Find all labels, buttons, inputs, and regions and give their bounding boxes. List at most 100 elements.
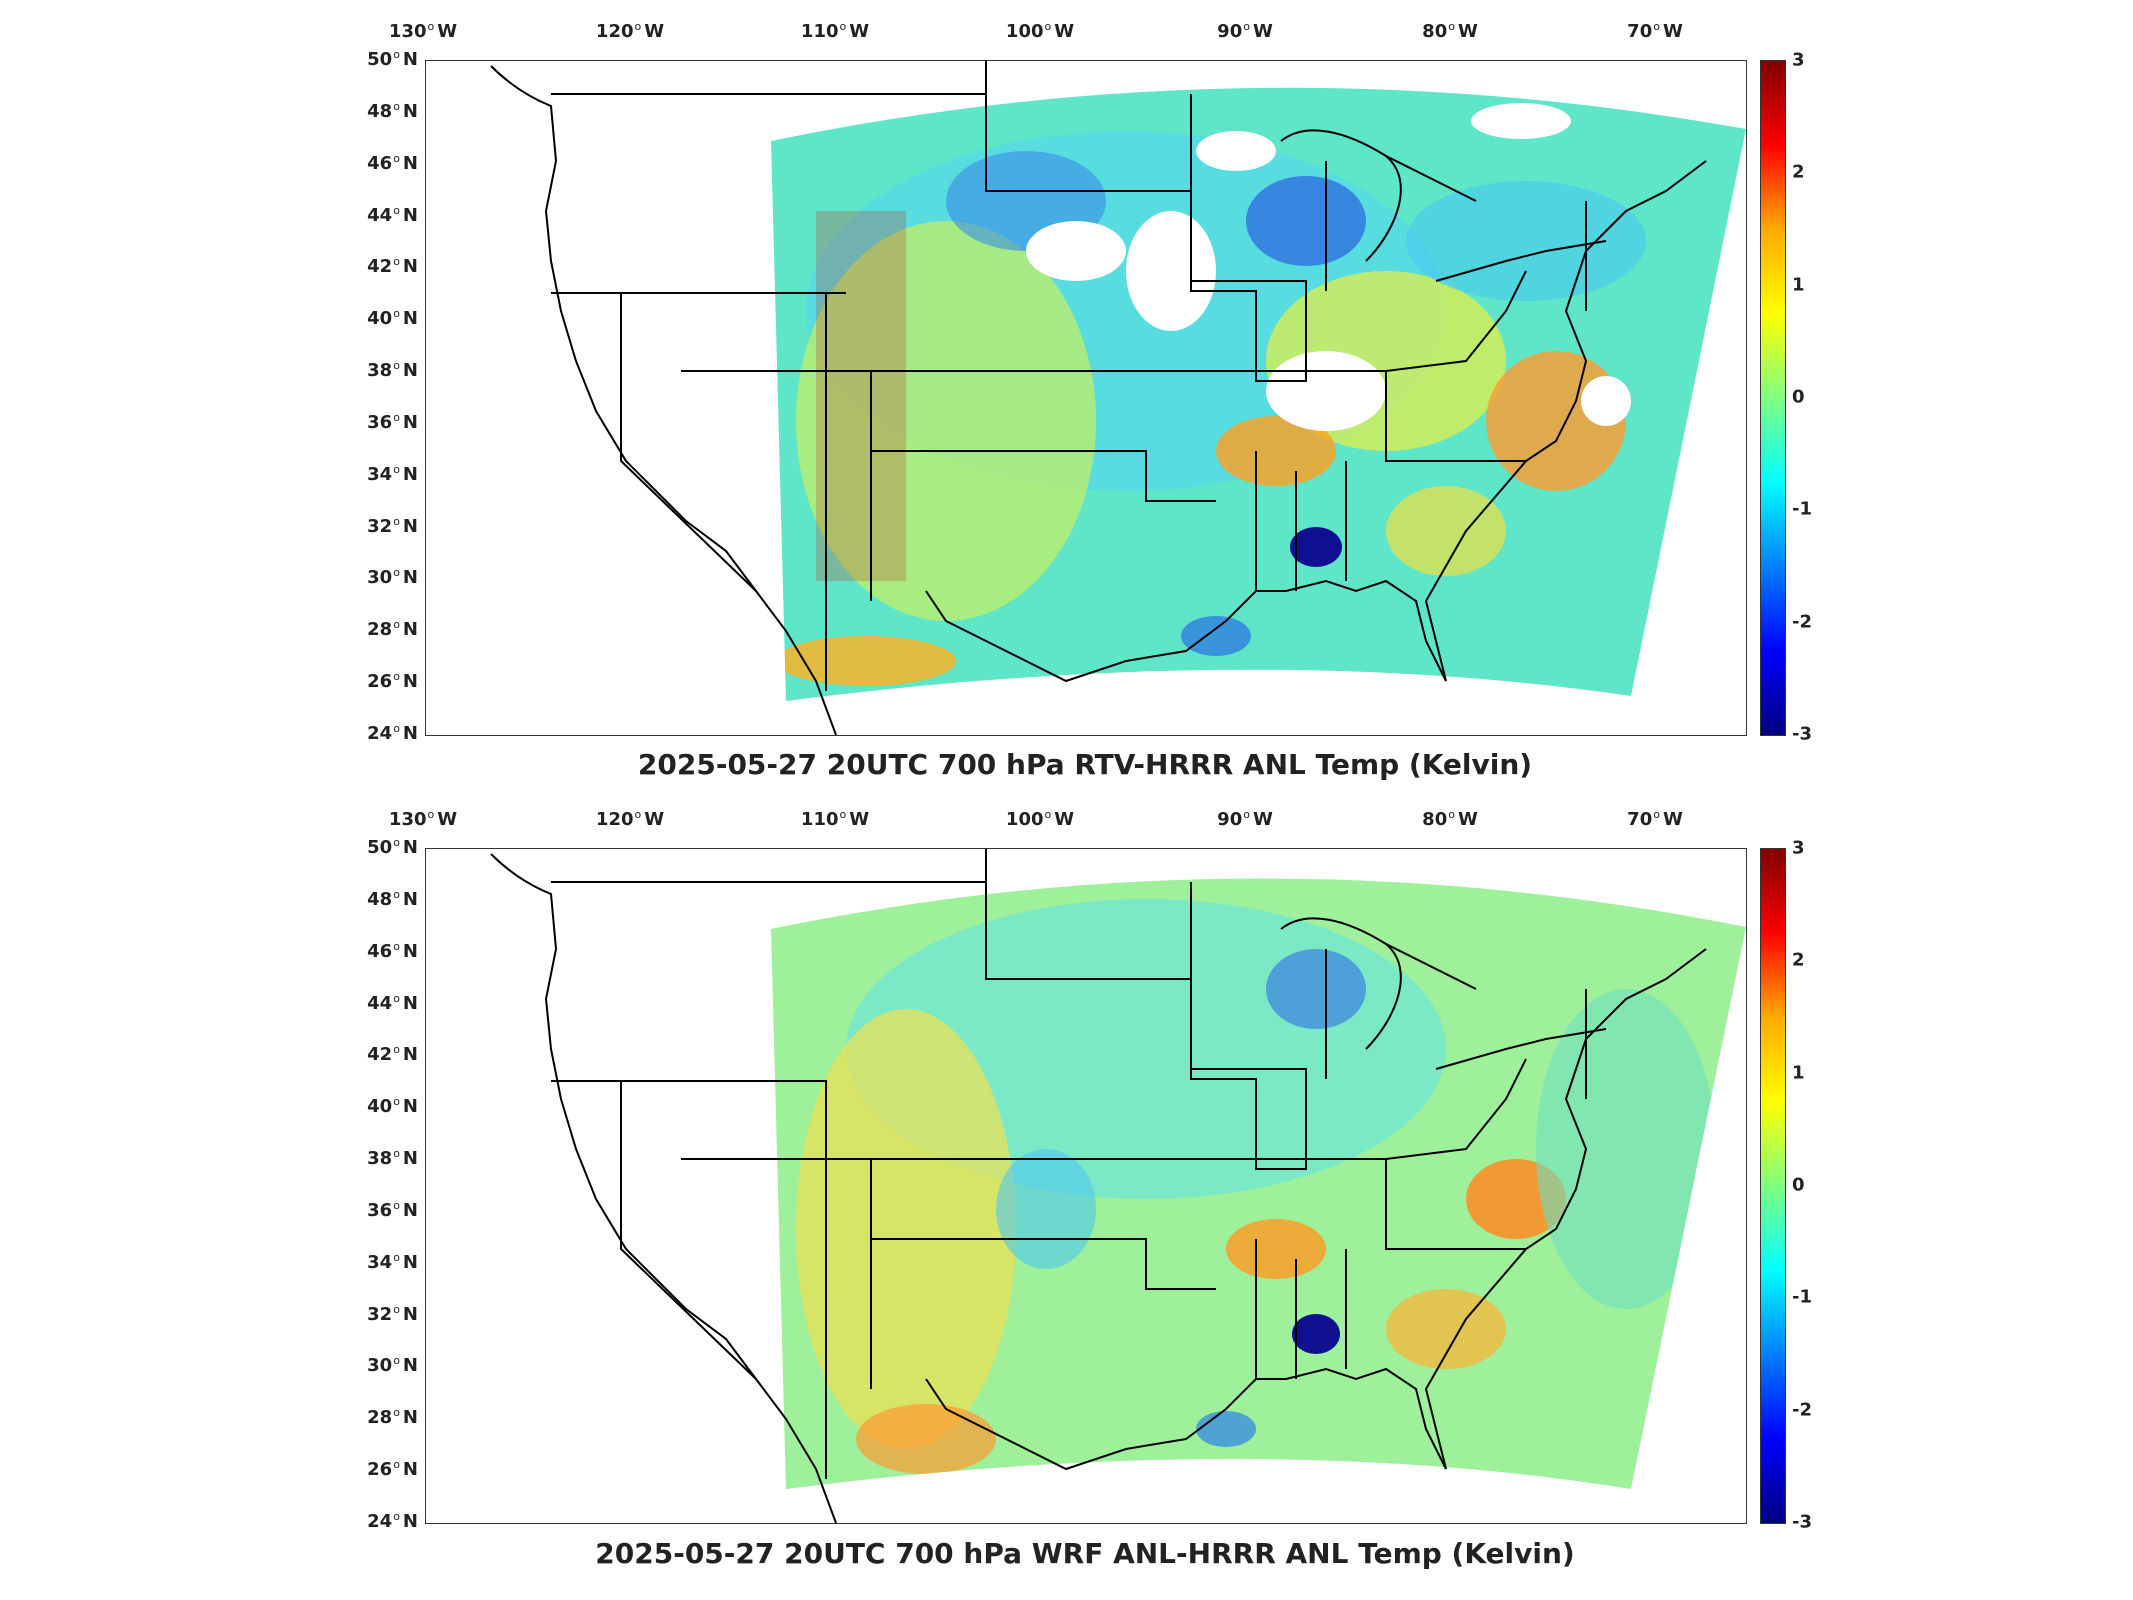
lat-tick-label: 36o N xyxy=(367,1198,418,1221)
lat-deg: 32 xyxy=(367,515,393,537)
colorbar-tick-label: 1 xyxy=(1792,274,1805,296)
lon-tick-label: 130o W xyxy=(388,808,458,830)
lat-tick-label: 44o N xyxy=(367,203,418,226)
lon-deg: 80 xyxy=(1422,809,1448,830)
colorbar-tick-label: -2 xyxy=(1792,1399,1812,1421)
lat-tick-label: 38o N xyxy=(367,1147,418,1170)
lat-dir: N xyxy=(402,888,418,910)
lon-dir: W xyxy=(849,809,870,830)
lat-dir: N xyxy=(402,49,418,70)
temperature-field-wrf xyxy=(771,878,1746,1490)
lat-deg: 38 xyxy=(367,360,393,382)
lon-dir: W xyxy=(1662,21,1683,42)
lat-dir: N xyxy=(402,1355,418,1377)
lat-tick-label: 26o N xyxy=(367,670,418,693)
lon-tick-label: 80o W xyxy=(1422,20,1478,42)
lat-dir: N xyxy=(402,837,418,858)
lat-tick-label: 50o N xyxy=(367,836,418,858)
lat-deg: 28 xyxy=(367,619,393,641)
lon-dir: W xyxy=(644,21,665,42)
lon-tick-label: 120o W xyxy=(595,808,665,830)
lat-tick-label: 32o N xyxy=(367,514,418,537)
lat-deg: 42 xyxy=(367,256,393,278)
lon-dir: W xyxy=(437,21,458,42)
lat-dir: N xyxy=(402,1511,418,1532)
lon-deg: 90 xyxy=(1217,809,1243,830)
lon-dir: W xyxy=(849,21,870,42)
lat-tick-label: 42o N xyxy=(367,255,418,278)
lat-tick-label: 36o N xyxy=(367,410,418,433)
lat-deg: 34 xyxy=(367,463,393,485)
colorbar-tick-label: 0 xyxy=(1792,386,1805,408)
lat-tick-label: 44o N xyxy=(367,991,418,1014)
lon-dir: W xyxy=(644,809,665,830)
lon-dir: W xyxy=(1662,809,1683,830)
panel-wrf: 130o W 120o W 110o W 100o W 90o W 80o W 70o W 50o N 48o… xyxy=(0,790,2133,1600)
panel-rtv: 130o W 120o W 110o W 100o W 90o W 80o W 70o W 50o N 48o… xyxy=(0,0,2133,790)
lat-deg: 32 xyxy=(367,1303,393,1325)
lat-deg: 26 xyxy=(367,671,393,693)
lat-dir: N xyxy=(402,619,418,641)
lon-deg: 100 xyxy=(1005,809,1044,830)
lat-deg: 24 xyxy=(367,723,393,744)
colorbar-tick-label: 3 xyxy=(1792,49,1805,71)
lat-deg: 24 xyxy=(367,1511,393,1532)
lat-tick-label: 50o N xyxy=(367,48,418,70)
lon-deg: 120 xyxy=(595,809,634,830)
lat-deg: 50 xyxy=(367,837,393,858)
map-wrf xyxy=(425,848,1747,1524)
lat-dir: N xyxy=(402,671,418,693)
lat-deg: 48 xyxy=(367,100,393,122)
lat-deg: 46 xyxy=(367,940,393,962)
lat-deg: 38 xyxy=(367,1148,393,1170)
lat-deg: 42 xyxy=(367,1044,393,1066)
lat-dir: N xyxy=(402,256,418,278)
lon-deg: 130 xyxy=(388,21,427,42)
lon-tick-label: 70o W xyxy=(1627,808,1683,830)
lon-deg: 70 xyxy=(1627,21,1653,42)
lon-dir: W xyxy=(1457,809,1478,830)
lat-deg: 36 xyxy=(367,411,393,433)
lat-tick-label: 34o N xyxy=(367,1250,418,1273)
lon-deg: 110 xyxy=(800,21,839,42)
lat-dir: N xyxy=(402,1407,418,1429)
lon-deg: 100 xyxy=(1005,21,1044,42)
lat-tick-label: 46o N xyxy=(367,939,418,962)
colorbar-tick-label: -3 xyxy=(1792,723,1812,745)
lat-tick-label: 30o N xyxy=(367,566,418,589)
lat-tick-label: 46o N xyxy=(367,151,418,174)
panel-title-wrf: 2025-05-27 20UTC 700 hPa WRF ANL-HRRR AN… xyxy=(595,1537,1575,1570)
lat-dir: N xyxy=(402,1199,418,1221)
temperature-field-rtv xyxy=(771,87,1746,701)
lat-deg: 26 xyxy=(367,1459,393,1481)
lat-deg: 28 xyxy=(367,1407,393,1429)
lat-tick-label: 48o N xyxy=(367,99,418,122)
lon-dir: W xyxy=(1252,21,1273,42)
lat-tick-label: 42o N xyxy=(367,1043,418,1066)
lon-deg: 80 xyxy=(1422,21,1448,42)
colorbar-tick-label: 2 xyxy=(1792,161,1805,183)
lat-tick-label: 40o N xyxy=(367,307,418,330)
lat-dir: N xyxy=(402,1303,418,1325)
lon-dir: W xyxy=(1457,21,1478,42)
lat-dir: N xyxy=(402,1096,418,1118)
lon-tick-label: 110o W xyxy=(800,20,870,42)
coastline-borders-wrf xyxy=(490,849,1707,1523)
lon-tick-label: 100o W xyxy=(1005,808,1075,830)
lat-deg: 46 xyxy=(367,152,393,174)
lat-dir: N xyxy=(402,152,418,174)
lat-dir: N xyxy=(402,940,418,962)
lon-tick-label: 90o W xyxy=(1217,20,1273,42)
lat-dir: N xyxy=(402,463,418,485)
lat-deg: 36 xyxy=(367,1199,393,1221)
map-rtv xyxy=(425,60,1747,736)
lat-tick-label: 38o N xyxy=(367,359,418,382)
map-svg-wrf xyxy=(490,849,1746,1523)
lat-dir: N xyxy=(402,1148,418,1170)
lon-deg: 110 xyxy=(800,809,839,830)
lat-dir: N xyxy=(402,411,418,433)
lon-deg: 70 xyxy=(1627,809,1653,830)
lat-dir: N xyxy=(402,204,418,226)
lon-tick-label: 70o W xyxy=(1627,20,1683,42)
lat-tick-label: 34o N xyxy=(367,462,418,485)
